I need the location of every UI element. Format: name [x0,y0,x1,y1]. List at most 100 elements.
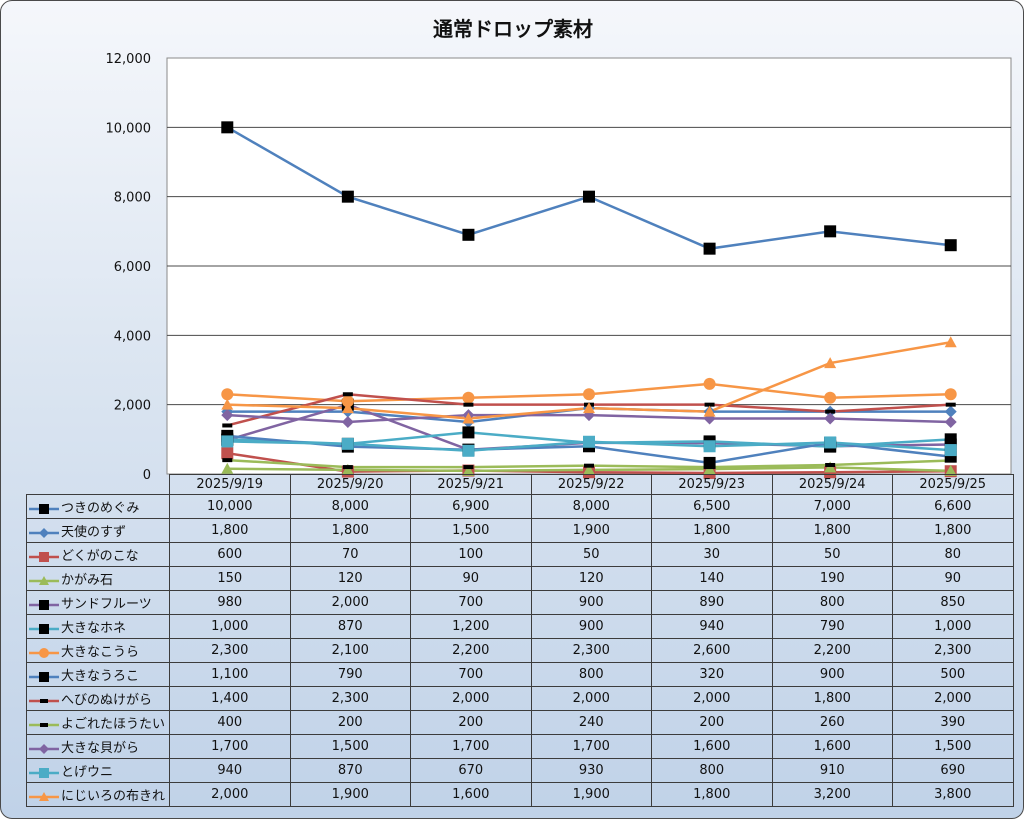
data-point [944,433,957,446]
data-point [342,392,353,397]
legend-label: 大きなうろこ [61,669,140,684]
data-label: 400 [169,710,291,735]
data-label: 2,300 [530,638,652,663]
data-label: 6,600 [892,494,1014,519]
data-label: 930 [530,758,652,783]
data-point [704,402,715,407]
legend-key-icon [29,698,59,703]
data-label: 790 [289,662,411,687]
legend-label: かがみ石 [61,573,114,588]
data-point [944,336,957,348]
data-table: 2025/9/19 2025/9/20 2025/9/21 2025/9/22 2025… [26,474,1014,807]
y-tick-label: 8,000 [114,191,151,206]
data-label: 1,200 [410,614,532,639]
data-label: 1,800 [651,518,773,543]
chart-title: 通常ドロップ素材 [433,17,593,41]
data-label: 600 [169,542,291,567]
data-label: 1,800 [892,518,1014,543]
data-point [342,465,353,470]
data-point [39,503,49,514]
y-tick-label: 4,000 [114,329,151,344]
data-label: 500 [892,662,1014,687]
data-label: 150 [169,566,291,591]
data-label: 1,800 [651,782,773,807]
table-row: どくがのこな 600 70 100 50 30 50 80 [26,542,1014,567]
data-label: 800 [651,758,773,783]
legend-entry: 大きなこうら [26,638,170,663]
data-point [39,743,49,754]
legend-label: とげウニ [61,765,114,780]
series-markers-group [221,121,957,255]
data-label: 1,900 [530,782,652,807]
legend-key-icon [29,575,59,585]
legend-key-icon [29,647,59,658]
x-tick-label: 2025/9/21 [410,474,532,495]
table-row: サンドフルーツ 980 2,000 700 900 890 800 850 [26,590,1014,615]
data-label: 670 [410,758,532,783]
table-row: にじいろの布きれ 2,000 1,900 1,600 1,900 1,800 3,200 3,… [26,782,1014,807]
data-point [463,402,474,407]
data-label: 390 [892,710,1014,735]
data-label: 90 [410,566,532,591]
data-label: 1,000 [892,614,1014,639]
data-label: 870 [289,758,411,783]
data-label: 6,500 [651,494,773,519]
data-label: 50 [771,542,893,567]
legend-label: にじいろの布きれ [61,789,166,804]
legend-entry: にじいろの布きれ [26,782,170,807]
y-tick-label: 12,000 [106,52,152,67]
data-point [40,698,48,703]
data-label: 940 [651,614,773,639]
data-point [341,437,354,450]
data-label: 1,800 [771,686,893,711]
data-point [39,599,49,610]
legend-entry: よごれたほうたい [26,710,170,735]
y-tick-label: 6,000 [114,260,151,275]
legend-key-icon [29,551,59,562]
data-label: 2,000 [410,686,532,711]
legend-label: 大きなこうら [61,645,140,660]
data-label: 200 [410,710,532,735]
table-row: つきのめぐみ 10,000 8,000 6,900 8,000 6,500 7,000 6,6… [26,494,1014,519]
gridlines [167,126,1011,406]
legend-label: サンドフルーツ [61,597,152,612]
legend-entry: つきのめぐみ [26,494,170,519]
data-label: 800 [530,662,652,687]
data-point [824,412,837,425]
data-point [824,391,837,404]
data-label: 2,000 [530,686,652,711]
data-point [703,377,716,390]
data-label: 3,200 [771,782,893,807]
data-label: 1,700 [169,734,291,759]
data-label: 2,200 [771,638,893,663]
series-markers [221,121,957,479]
data-label: 890 [651,590,773,615]
data-point [341,395,354,408]
data-point [462,426,475,439]
series-markers-group [221,435,957,457]
data-label: 70 [289,542,411,567]
data-point [221,388,234,401]
data-point [222,458,233,463]
legend-entry: サンドフルーツ [26,590,170,615]
data-point [463,465,474,470]
data-label: 90 [892,566,1014,591]
data-point [944,388,957,401]
data-label: 1,900 [289,782,411,807]
data-label: 1,600 [651,734,773,759]
data-point [944,416,957,428]
data-point [221,121,234,134]
data-label: 2,300 [169,638,291,663]
data-point [40,722,48,727]
data-label: 8,000 [530,494,652,519]
data-point [825,462,836,467]
data-label: 30 [651,542,773,567]
data-point [39,575,49,585]
y-tick-label: 10,000 [106,121,152,136]
data-label: 2,200 [410,638,532,663]
table-row: へびのぬけがら 1,400 2,300 2,000 2,000 2,000 1,800 2,0… [26,686,1014,711]
data-point [221,398,234,410]
table-row: 大きなホネ 1,000 870 1,200 900 940 790 1,000 [26,614,1014,639]
